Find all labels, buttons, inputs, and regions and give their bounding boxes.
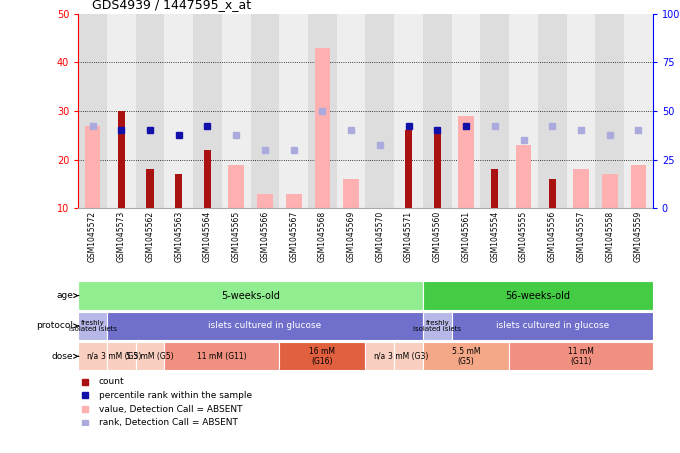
Bar [308, 14, 337, 208]
Bar [509, 14, 538, 208]
Bar [566, 14, 595, 208]
Bar [337, 14, 366, 208]
Bar [365, 14, 394, 208]
Bar [405, 130, 412, 208]
Text: 11 mM (G11): 11 mM (G11) [197, 352, 247, 361]
Bar [394, 342, 423, 371]
Bar [107, 14, 135, 208]
Bar [452, 312, 653, 340]
Bar [279, 342, 365, 371]
Bar [509, 342, 653, 371]
Bar [491, 169, 498, 208]
Bar [175, 174, 182, 208]
Text: protocol: protocol [36, 322, 73, 330]
Text: percentile rank within the sample: percentile rank within the sample [99, 391, 252, 400]
Bar [228, 164, 244, 208]
Bar [423, 281, 653, 310]
Bar [204, 150, 211, 208]
Text: age: age [56, 291, 73, 300]
Bar [624, 14, 653, 208]
Text: n/a: n/a [374, 352, 386, 361]
Bar [315, 48, 330, 208]
Bar [85, 125, 101, 208]
Text: 11 mM
(G11): 11 mM (G11) [568, 347, 594, 366]
Text: freshly
isolated islets: freshly isolated islets [69, 320, 116, 332]
Text: freshly
isolated islets: freshly isolated islets [413, 320, 461, 332]
Bar [165, 342, 279, 371]
Bar [434, 130, 441, 208]
Bar [250, 14, 279, 208]
Bar [107, 312, 423, 340]
Text: 5-weeks-old: 5-weeks-old [221, 290, 280, 301]
Bar [107, 342, 135, 371]
Text: 16 mM
(G16): 16 mM (G16) [309, 347, 335, 366]
Bar [78, 312, 107, 340]
Bar [458, 116, 474, 208]
Bar [365, 342, 394, 371]
Bar [257, 194, 273, 208]
Bar [423, 14, 452, 208]
Bar [423, 342, 509, 371]
Bar [480, 14, 509, 208]
Text: GDS4939 / 1447595_x_at: GDS4939 / 1447595_x_at [92, 0, 251, 11]
Text: dose: dose [52, 352, 73, 361]
Text: 3 mM (G3): 3 mM (G3) [388, 352, 429, 361]
Text: 5.5 mM (G5): 5.5 mM (G5) [126, 352, 174, 361]
Text: 5.5 mM
(G5): 5.5 mM (G5) [452, 347, 480, 366]
Bar [630, 164, 646, 208]
Bar [279, 14, 308, 208]
Bar [222, 14, 250, 208]
Bar [343, 179, 359, 208]
Text: rank, Detection Call = ABSENT: rank, Detection Call = ABSENT [99, 419, 238, 427]
Text: islets cultured in glucose: islets cultured in glucose [208, 322, 322, 330]
Bar [118, 111, 125, 208]
Bar [602, 174, 617, 208]
Bar [135, 342, 165, 371]
Bar [78, 281, 423, 310]
Bar [538, 14, 566, 208]
Text: 3 mM (G3): 3 mM (G3) [101, 352, 141, 361]
Bar [573, 169, 589, 208]
Bar [394, 14, 423, 208]
Bar [78, 14, 107, 208]
Text: 56-weeks-old: 56-weeks-old [505, 290, 571, 301]
Bar [515, 145, 531, 208]
Bar [595, 14, 624, 208]
Text: value, Detection Call = ABSENT: value, Detection Call = ABSENT [99, 405, 242, 414]
Bar [286, 194, 301, 208]
Bar [78, 342, 107, 371]
Text: islets cultured in glucose: islets cultured in glucose [496, 322, 609, 330]
Bar [549, 179, 556, 208]
Bar [452, 14, 480, 208]
Bar [146, 169, 154, 208]
Text: count: count [99, 377, 124, 386]
Bar [193, 14, 222, 208]
Bar [135, 14, 165, 208]
Text: n/a: n/a [86, 352, 99, 361]
Bar [165, 14, 193, 208]
Bar [423, 312, 452, 340]
